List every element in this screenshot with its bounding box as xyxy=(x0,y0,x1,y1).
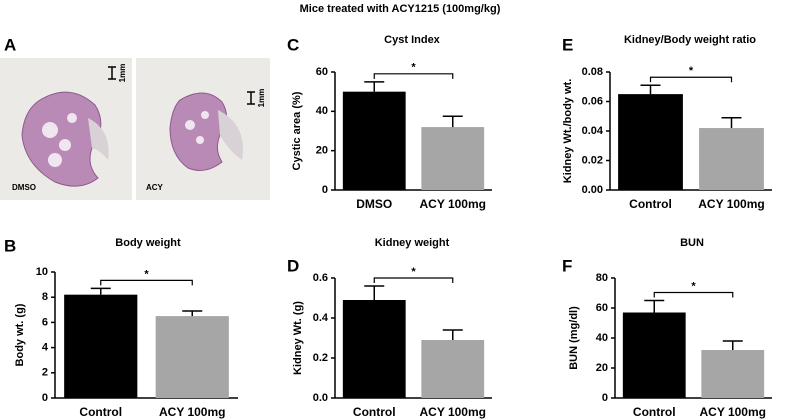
error-bar xyxy=(90,287,111,295)
error-bar xyxy=(442,329,463,340)
bar xyxy=(622,312,686,398)
bar xyxy=(701,350,765,398)
chart-title: Kidney/Body weight ratio xyxy=(624,34,756,46)
bar xyxy=(421,340,485,398)
annotation: * xyxy=(144,268,149,280)
significance-bracket xyxy=(649,76,733,83)
y-tick-label: 0.2 xyxy=(313,352,328,364)
chart-title: Cyst Index xyxy=(384,34,441,46)
image-label: DMSO xyxy=(12,183,36,192)
figure-title: Mice treated with ACY1215 (100mg/kg) xyxy=(300,3,501,15)
x-tick-label: Control xyxy=(633,405,676,419)
y-tick-label: 2 xyxy=(42,367,48,379)
y-tick-label: 60 xyxy=(316,66,328,78)
x-tick-label: ACY 100mg xyxy=(698,197,764,211)
x-tick-label: ACY 100mg xyxy=(420,405,486,419)
significance-bracket xyxy=(653,291,734,298)
scale-label: 1mm xyxy=(118,64,127,83)
y-tick-label: 40 xyxy=(316,105,328,117)
error-bar xyxy=(640,84,661,95)
error-bar xyxy=(721,116,742,129)
error-bar xyxy=(722,340,743,350)
y-tick-label: 0 xyxy=(42,392,48,404)
panel-letter: E xyxy=(562,35,573,54)
bar xyxy=(421,127,485,190)
y-axis-label: BUN (mg/dl) xyxy=(568,306,580,370)
panel-letter: F xyxy=(562,256,572,275)
x-tick-label: ACY 100mg xyxy=(700,405,766,419)
error-bar xyxy=(442,115,463,128)
y-tick-label: 0.02 xyxy=(582,154,603,166)
annotation: * xyxy=(691,280,696,292)
y-tick-label: 40 xyxy=(596,332,608,344)
y-axis-label: Body wt. (g) xyxy=(14,303,26,366)
chart-title: Kidney weight xyxy=(375,237,450,249)
bar xyxy=(699,128,764,190)
annotation: * xyxy=(411,266,416,278)
y-tick-label: 80 xyxy=(596,272,608,284)
y-tick-label: 0.00 xyxy=(582,184,603,196)
bar xyxy=(342,300,406,398)
bar xyxy=(618,94,683,190)
y-tick-label: 20 xyxy=(596,362,608,374)
image-label: ACY xyxy=(146,183,164,192)
panel-letter: A xyxy=(4,35,16,54)
annotation: * xyxy=(411,62,416,74)
y-tick-label: 8 xyxy=(42,291,48,303)
y-tick-label: 0.06 xyxy=(582,95,603,107)
chart-title: BUN xyxy=(680,237,704,249)
y-tick-label: 0.0 xyxy=(313,392,328,404)
scale-label: 1mm xyxy=(257,89,266,108)
bar xyxy=(342,91,406,190)
y-tick-label: 0 xyxy=(322,184,328,196)
histology-image: 1mm ACY xyxy=(136,58,270,200)
y-tick-label: 20 xyxy=(316,145,328,157)
x-tick-label: Control xyxy=(353,405,396,419)
annotation: * xyxy=(689,65,694,77)
x-tick-label: DMSO xyxy=(356,197,392,211)
histology-image: 1mm DMSO xyxy=(0,58,132,200)
panel-letter: B xyxy=(4,236,16,255)
y-tick-label: 10 xyxy=(36,266,48,278)
y-axis-label: Kidney Wt./body wt. xyxy=(562,79,574,184)
panel-letter: C xyxy=(287,35,299,54)
error-bar xyxy=(364,285,385,300)
bar xyxy=(155,316,229,398)
y-tick-label: 4 xyxy=(42,342,49,354)
y-tick-label: 60 xyxy=(596,302,608,314)
y-tick-label: 0.08 xyxy=(582,66,603,78)
y-tick-label: 0.4 xyxy=(313,312,329,324)
x-tick-label: ACY 100mg xyxy=(420,197,486,211)
bar xyxy=(64,294,138,398)
chart-title: Body weight xyxy=(115,237,181,249)
error-bar xyxy=(644,299,665,313)
x-tick-label: Control xyxy=(79,405,122,419)
significance-bracket xyxy=(373,277,454,283)
y-axis-label: Kidney Wt. (g) xyxy=(292,301,304,375)
significance-bracket xyxy=(100,279,193,286)
error-bar xyxy=(364,81,385,92)
significance-bracket xyxy=(373,73,454,79)
x-tick-label: ACY 100mg xyxy=(159,405,225,419)
y-tick-label: 0 xyxy=(602,392,608,404)
y-tick-label: 6 xyxy=(42,316,48,328)
y-axis-label: Cystic area (%) xyxy=(291,91,303,170)
error-bar xyxy=(182,310,203,317)
x-tick-label: Control xyxy=(629,197,672,211)
y-tick-label: 0.6 xyxy=(313,272,328,284)
y-tick-label: 0.04 xyxy=(582,125,604,137)
panel-letter: D xyxy=(287,256,299,275)
